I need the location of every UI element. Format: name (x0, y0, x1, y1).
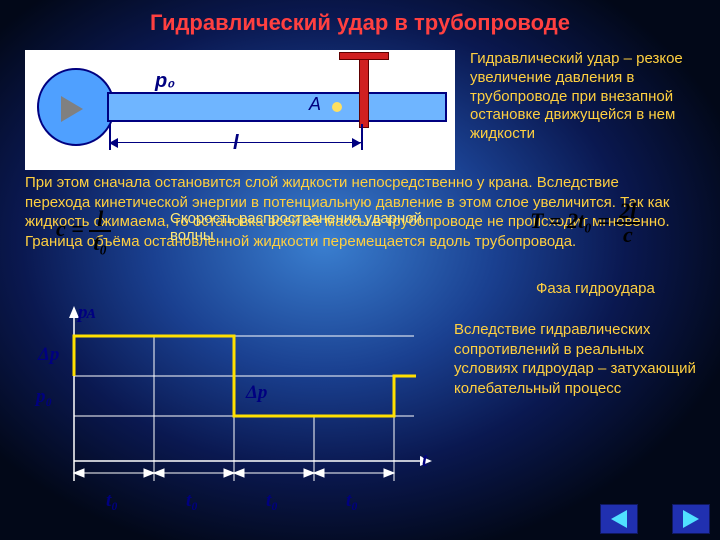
label-a: A (309, 94, 321, 115)
formula-c-num: l (89, 208, 111, 232)
arrow-right-icon (683, 510, 699, 528)
page-title: Гидравлический удар в трубопроводе (0, 10, 720, 36)
axis-p: pᴀ (78, 302, 95, 324)
reservoir (37, 68, 115, 146)
label-dp-mid: Δp (246, 382, 267, 404)
dim-tick-right (361, 124, 363, 150)
point-a-marker (332, 102, 342, 112)
pipe-diagram: p₀ A l (25, 50, 455, 170)
valve-cap (339, 52, 389, 60)
wave-speed-caption: Скорость распространения ударной волны (170, 210, 430, 244)
label-p0-axis: p₀ (36, 386, 52, 408)
pressure-graph: pᴀ Δp p₀ Δp t t₀ t₀ t₀ t₀ (34, 306, 434, 516)
valve-stem (359, 56, 369, 128)
formula-c-lhs: c = (56, 216, 84, 241)
xtick-2: t₀ (266, 490, 278, 512)
formula-t-num: 2l (615, 200, 640, 224)
label-l: l (233, 132, 239, 155)
formula-c: c = l t₀ (56, 208, 111, 254)
prev-button[interactable] (600, 504, 638, 534)
xtick-3: t₀ (346, 490, 358, 512)
xtick-1: t₀ (186, 490, 198, 512)
label-dp-left: Δp (38, 344, 59, 366)
label-p0: p₀ (155, 70, 175, 93)
formula-t-lhs: T = 2t₀ = (530, 208, 610, 233)
formula-t: T = 2t₀ = 2l c (530, 200, 640, 246)
arrow-left-icon (611, 510, 627, 528)
formula-c-den: t₀ (89, 232, 111, 254)
formula-t-den: c (615, 224, 640, 246)
pipe (107, 92, 447, 122)
axis-t: t (422, 450, 427, 472)
definition-text: Гидравлический удар – резкое увеличение … (470, 50, 710, 144)
inlet-triangle-icon (61, 96, 83, 122)
graph-svg (34, 306, 434, 516)
xtick-0: t₀ (106, 490, 118, 512)
phase-label: Фаза гидроудара (536, 280, 655, 297)
next-button[interactable] (672, 504, 710, 534)
damping-text: Вследствие гидравлических сопротивлений … (454, 320, 704, 398)
